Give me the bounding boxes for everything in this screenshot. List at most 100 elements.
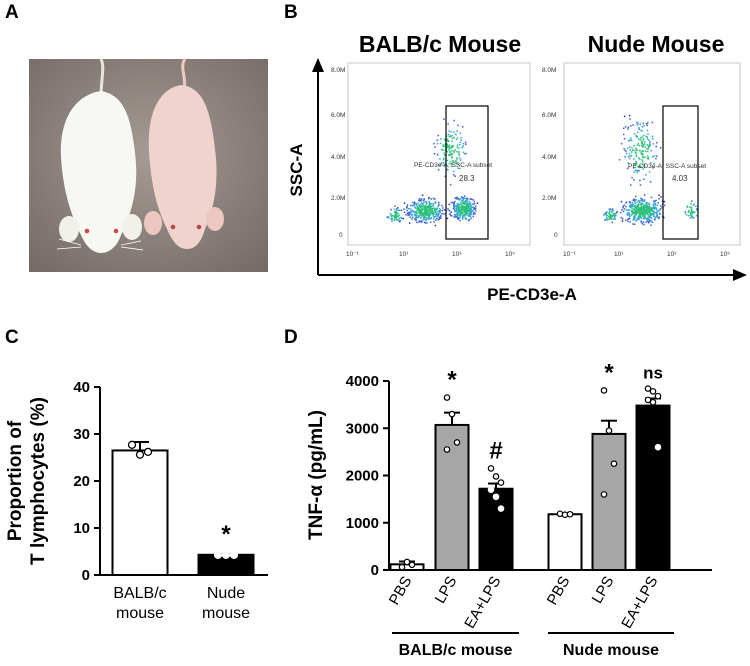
flow-dot [637,206,640,208]
flow-dot [419,205,422,207]
svg-text:10⁵: 10⁵ [505,251,515,258]
flow-dot [636,121,638,124]
flow-dot [419,214,421,216]
flow-dot [437,169,440,171]
flow-dot [640,137,642,139]
flow-dot [635,209,637,211]
flow-dot [418,205,421,208]
flow-dot [459,216,461,218]
flow-dot [610,216,612,218]
flow-dot [415,219,417,221]
flow-dot [691,200,693,202]
flow-dot [630,139,633,142]
flow-dot [640,197,642,200]
svg-text:0: 0 [554,232,558,239]
flow-dot [639,207,642,209]
flow-dot [623,127,625,129]
flow-dot [630,154,633,157]
svg-text:0: 0 [339,232,343,239]
flow-dot [403,208,405,210]
flow-dot [442,149,444,151]
flow-dot [633,145,635,147]
flow-dot [647,146,650,149]
flow-dot [696,209,698,211]
flow-dot [444,175,446,178]
flow-dot [462,151,465,154]
flow-dot [654,218,656,221]
flow-dot [428,201,431,204]
flow-dot [460,200,463,202]
flow-dot [638,157,640,159]
flow-dot [438,207,441,210]
flow-dot [391,218,394,220]
flow-dot [425,211,427,214]
flow-dot [424,222,427,224]
flow-dot [640,214,642,216]
flow-dot [408,213,411,215]
flow-dot [689,214,692,216]
flow-dot [653,155,656,157]
flow-dot [641,206,643,208]
gate-box-nude [662,105,699,240]
flow-dot [421,215,423,217]
flow-dot [633,212,636,214]
flow-dot [469,214,472,216]
flow-dot [456,204,458,207]
flow-dot [461,208,463,210]
flow-dot [472,199,474,201]
flow-dot [630,137,632,139]
flow-dot [423,217,426,220]
flow-dot [445,140,448,142]
flow-dot [422,212,425,215]
flow-dot [450,153,452,155]
flow-dot [442,144,444,146]
flow-dot [454,211,456,213]
flow-dot [440,217,442,219]
flow-dot [634,202,636,204]
flow-dot [687,214,690,217]
flow-dot [459,197,462,200]
flow-dot [651,207,654,209]
flow-dot [693,203,695,206]
flow-dot [637,205,640,207]
flow-dot [432,212,434,214]
flow-dot [405,213,407,216]
flow-dot [418,204,420,206]
flow-dot [637,208,640,211]
flow-dot [462,207,465,209]
flow-dot [455,162,457,164]
flow-dot [453,136,455,139]
flow-dot [664,204,666,207]
flow-dot [463,211,465,213]
d-data-point [443,394,451,401]
flow-dot [645,210,648,212]
flow-dot [624,149,626,152]
flow-dot [608,213,611,215]
c-category-label: mouse [202,605,250,622]
flow-dot [649,140,651,143]
flow-dot [663,216,665,219]
flow-dot [425,212,428,215]
flow-dot [459,159,462,161]
flow-dot [658,216,660,218]
flow-dot [638,127,640,129]
flow-dot [414,207,417,209]
flow-dot [433,221,435,223]
flow-dot [449,150,452,153]
flow-dot [457,211,460,214]
flow-dot [456,215,459,217]
flow-dot [646,202,648,204]
flow-dot [457,209,459,211]
flow-dot [419,208,421,211]
flow-dot [427,213,429,215]
flow-dot [651,221,654,223]
flow-dot [408,214,410,216]
flow-dot [439,209,442,211]
d-data-point [497,479,505,486]
flow-dot [439,215,442,217]
flow-dot [625,219,627,221]
flow-dot [454,149,457,151]
panel-letter-b: B [284,2,298,23]
flow-dot [432,204,434,207]
flow-dot [644,210,646,212]
